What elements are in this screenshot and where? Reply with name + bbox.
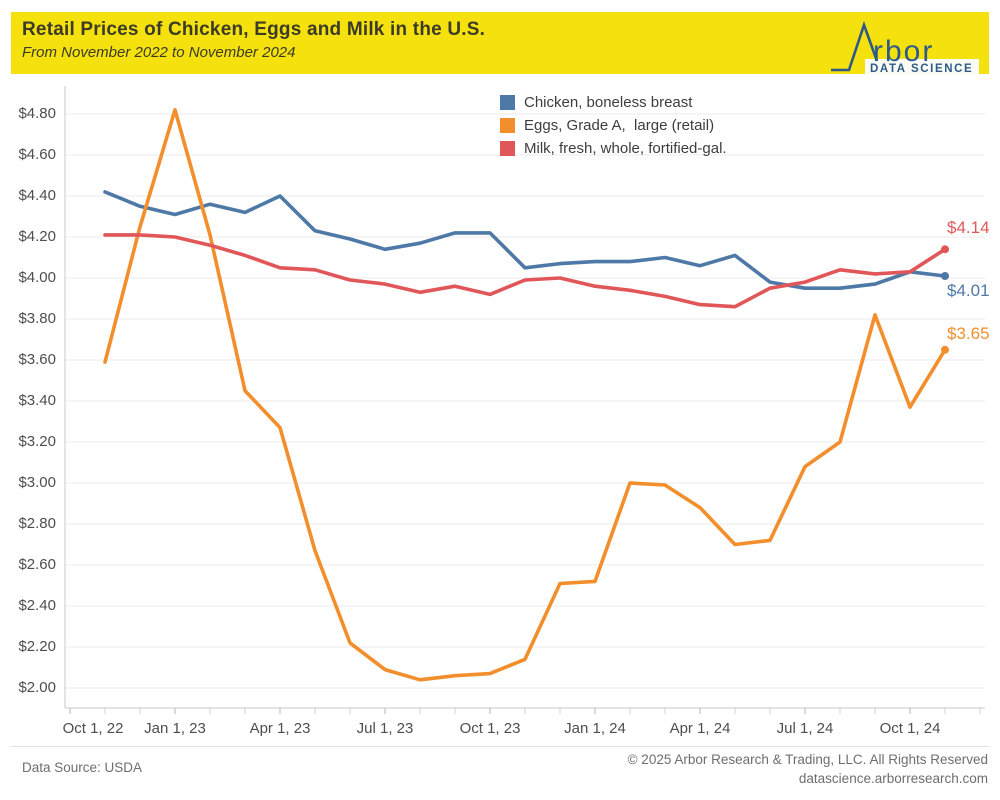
logo-text: rbor [873,35,934,68]
series-line-chicken [103,190,947,291]
header-band: Retail Prices of Chicken, Eggs and Milk … [11,12,989,74]
logo-tagline: DATA SCIENCE [870,63,973,74]
series-end-dot [941,245,949,254]
page-subtitle: From November 2022 to November 2024 [22,44,296,61]
logo-tagline-background [865,59,979,74]
series-end-dot [941,345,949,354]
series-end-dot [941,272,949,280]
website-text: datascience.arborresearch.com [798,771,988,786]
series-line-milk [103,233,947,309]
page-title: Retail Prices of Chicken, Eggs and Milk … [22,19,486,40]
arbor-peak-icon [831,21,879,72]
arbor-logo: rbor DATA SCIENCE [831,21,979,74]
copyright-text: © 2025 Arbor Research & Trading, LLC. Al… [627,752,988,767]
footer-divider [10,746,990,747]
series-line-eggs [103,108,947,682]
data-source-label: Data Source: USDA [22,760,143,775]
